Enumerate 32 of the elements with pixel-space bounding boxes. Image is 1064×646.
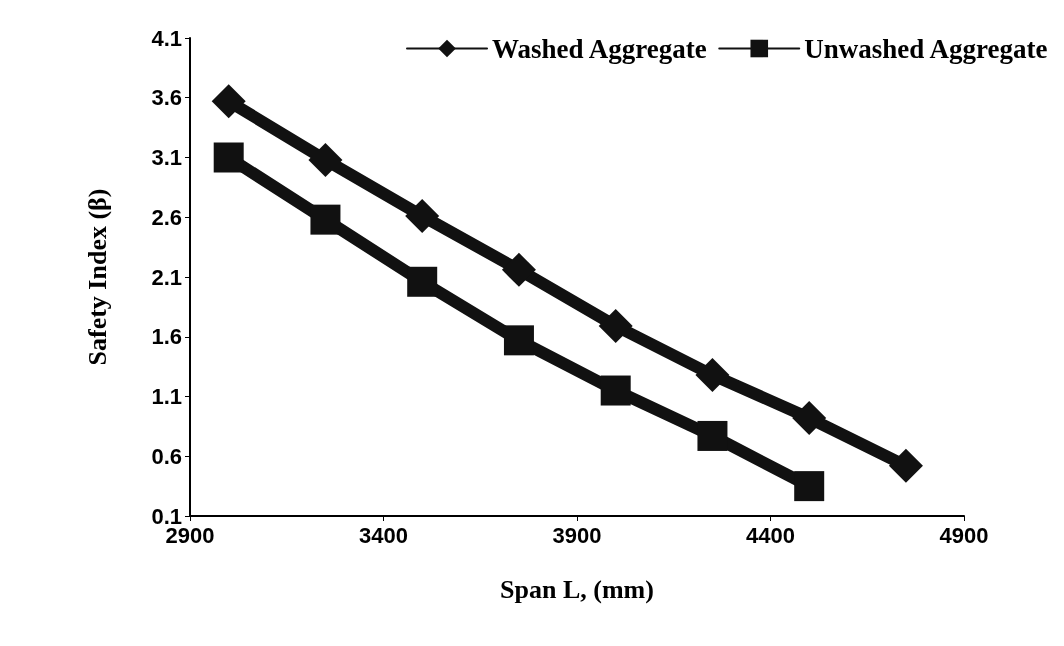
point [405, 199, 440, 234]
x-tick-label: 4400 [746, 522, 795, 548]
point [503, 325, 534, 356]
legend-label: Unwashed Aggregate [804, 33, 1048, 64]
point [407, 266, 438, 297]
point [308, 142, 343, 177]
y-tick-label: 0.6 [151, 443, 182, 469]
point [213, 142, 244, 173]
y-axis-title: Safety Index (β) [82, 188, 112, 366]
legend-label: Washed Aggregate [492, 33, 707, 64]
point [695, 357, 730, 392]
point [598, 308, 633, 343]
point [211, 84, 246, 119]
y-tick-label: 0.1 [151, 503, 182, 529]
x-tick-label: 4900 [939, 522, 989, 548]
point [888, 448, 923, 483]
point [501, 252, 536, 287]
x-tick-label: 3400 [359, 522, 408, 548]
point [310, 204, 341, 235]
y-tick-label: 3.6 [151, 85, 182, 111]
point [792, 401, 827, 436]
x-axis-title: Span L, (mm) [500, 574, 654, 604]
y-tick-label: 4.1 [151, 25, 182, 51]
y-tick-label: 1.6 [151, 324, 182, 350]
x-tick-label: 3900 [552, 522, 602, 548]
y-tick-label: 3.1 [151, 145, 182, 170]
y-tick-label: 2.1 [151, 264, 182, 290]
point [697, 420, 728, 451]
point [600, 375, 631, 406]
y-tick-label: 2.6 [151, 204, 182, 230]
y-tick-label: 1.1 [151, 384, 182, 409]
point [794, 471, 825, 502]
